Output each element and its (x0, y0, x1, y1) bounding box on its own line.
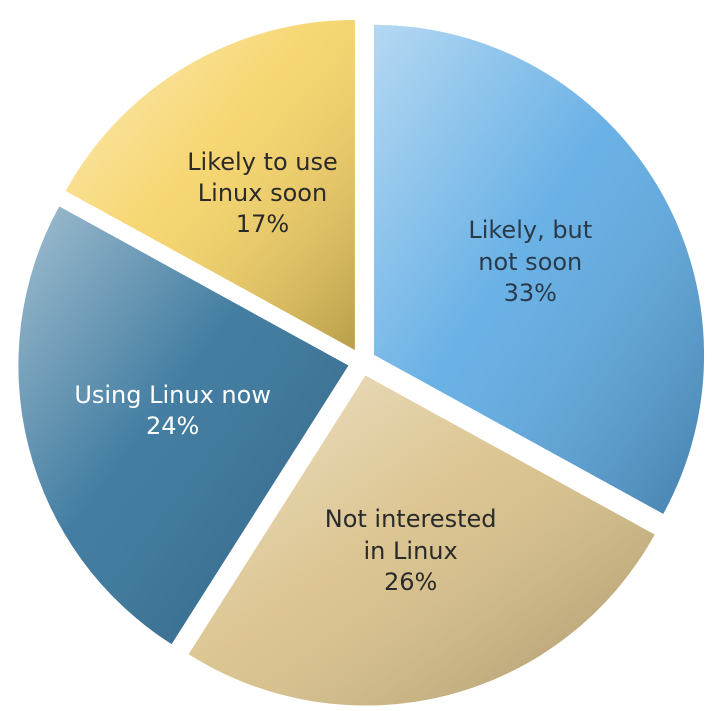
value-label: 24% (145, 411, 200, 440)
category-label: Likely, but not soon (468, 216, 593, 276)
value-label: 26% (383, 567, 438, 596)
slice-shade (374, 24, 705, 514)
slice-label: Likely, but not soon 33% (450, 216, 610, 310)
slice-label: Using Linux now 24% (53, 379, 293, 441)
slice-label: Likely to use Linux soon 17% (172, 147, 352, 241)
value-label: 33% (503, 279, 557, 308)
slice-label: Not interested in Linux 26% (311, 505, 511, 599)
slice-shade (65, 19, 355, 350)
category-label: Using Linux now (74, 380, 271, 409)
slice-shade (18, 206, 349, 645)
category-label: Likely to use Linux soon (187, 147, 338, 208)
slice-shade (188, 375, 655, 706)
value-label: 17% (235, 210, 290, 239)
category-label: Not interested in Linux (324, 505, 497, 565)
